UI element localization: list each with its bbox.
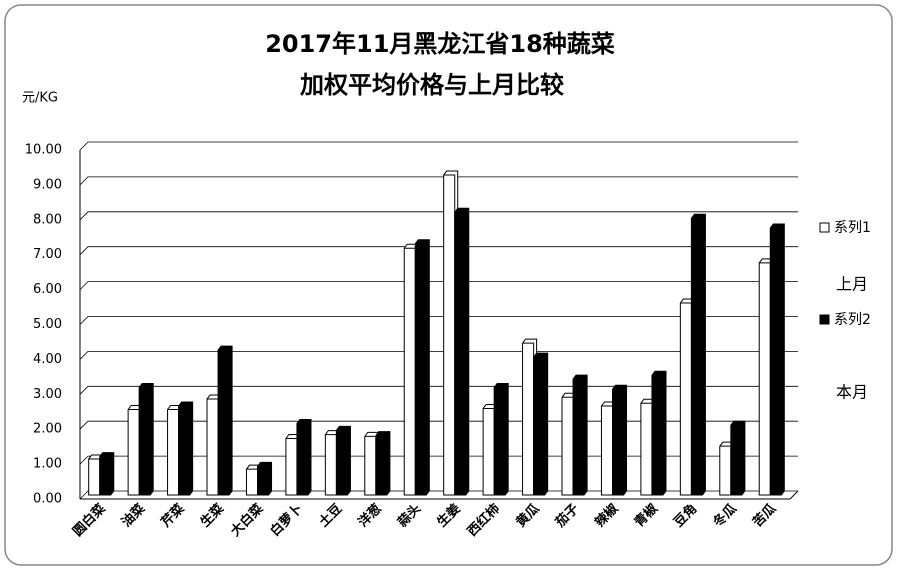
grid-line [79, 385, 798, 395]
y-tick-label: 0.00 [33, 492, 62, 507]
grid-line [79, 176, 798, 186]
bar [690, 213, 706, 496]
grid-line [79, 281, 798, 290]
y-tick-label: 2.00 [33, 422, 62, 437]
legend-swatch [819, 222, 830, 233]
bar [730, 420, 746, 496]
bar [414, 239, 430, 496]
legend-label: 系列2 [834, 312, 871, 328]
grid-line [79, 246, 798, 255]
y-tick-label: 9.00 [33, 177, 62, 192]
bar [217, 345, 233, 496]
legend-note: 上月 [836, 275, 868, 294]
chart-title: 加权平均价格与上月比较 [300, 71, 564, 99]
y-tick-label: 1.00 [33, 457, 62, 472]
y-tick-label: 3.00 [33, 387, 62, 402]
chart-title: 2017年11月黑龙江省18种蔬菜 [265, 30, 615, 58]
y-tick-label: 5.00 [33, 317, 62, 332]
grid-line [79, 490, 798, 500]
y-tick-label: 7.00 [33, 247, 62, 262]
bar [296, 418, 312, 496]
legend-note: 本月 [836, 383, 868, 402]
grid-line [79, 211, 798, 221]
bar [178, 401, 194, 496]
bar [138, 383, 154, 496]
bar [493, 383, 509, 496]
legend-swatch [819, 314, 830, 325]
bar [533, 352, 549, 496]
bar [651, 370, 667, 496]
bar [375, 431, 391, 496]
bar [454, 207, 470, 496]
grid-line [79, 455, 798, 465]
legend-label: 系列1 [834, 220, 871, 236]
y-tick-label: 6.00 [33, 282, 62, 297]
bar [257, 461, 273, 496]
y-axis-label: 元/KG [22, 91, 58, 106]
bar [612, 384, 628, 496]
bar [769, 223, 785, 496]
bar [572, 374, 588, 496]
grid-line [79, 141, 798, 151]
grid-line [79, 420, 798, 430]
bar [335, 425, 351, 496]
y-tick-label: 10.00 [25, 143, 62, 158]
grid-line [79, 316, 798, 325]
y-tick-label: 4.00 [33, 352, 62, 367]
y-tick-label: 8.00 [33, 212, 62, 227]
floor-edge [789, 490, 799, 500]
bar [99, 452, 115, 496]
grid-line [79, 351, 798, 360]
